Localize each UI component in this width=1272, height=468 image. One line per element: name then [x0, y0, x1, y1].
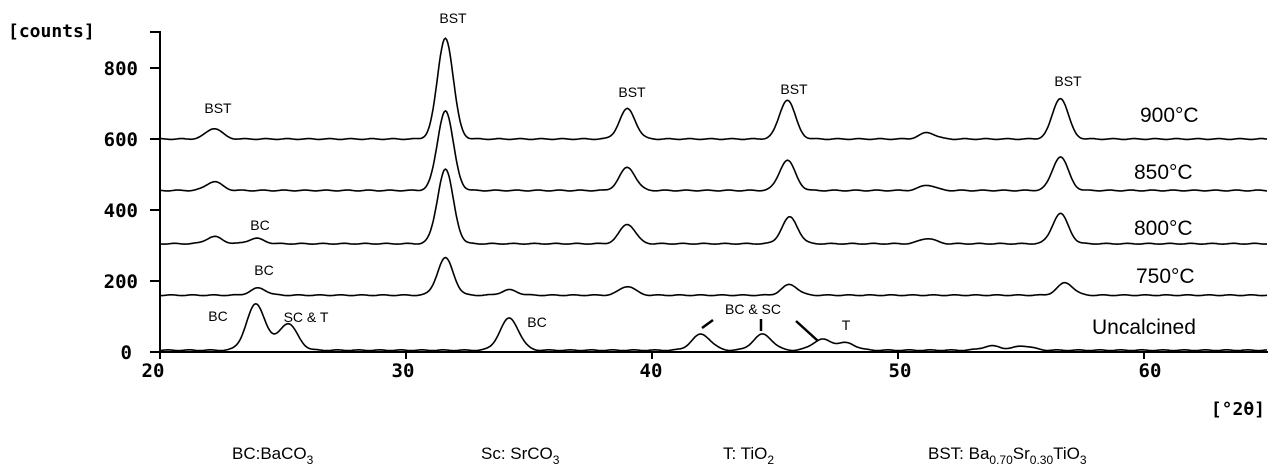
- x-axis-label: [°2θ]: [1211, 399, 1265, 420]
- y-axis-label: [counts]: [8, 21, 95, 42]
- annotation-bc: BC: [527, 314, 546, 330]
- y-tick-label: 400: [104, 200, 138, 222]
- annotation-bc-sc: BC & SC: [725, 301, 781, 317]
- y-tick-label: 0: [121, 342, 132, 364]
- annotation-sc-t: SC & T: [284, 309, 329, 325]
- series-label-uncalcined: Uncalcined: [1092, 316, 1196, 339]
- annotation-bst: BST: [204, 100, 232, 116]
- series-line-900c: [160, 37, 1268, 141]
- legend-t: T: TiO2: [723, 444, 774, 467]
- annotation-t: T: [842, 317, 851, 333]
- annotation-bst: BST: [618, 84, 646, 100]
- series-line-uncalcined: [159, 302, 1268, 352]
- x-tick-label: 50: [889, 360, 912, 382]
- annotation-bst: BST: [1054, 73, 1082, 89]
- series-curves: [159, 37, 1268, 352]
- legend-sc: Sc: SrCO3: [481, 444, 560, 467]
- y-tick-label: 800: [104, 58, 138, 80]
- x-tick-label: 60: [1139, 360, 1162, 382]
- annotation-pointer: [701, 318, 714, 330]
- y-tick-label: 200: [104, 271, 138, 293]
- legend-bc: BC:BaCO3: [232, 444, 314, 467]
- annotation-bst: BST: [780, 81, 808, 97]
- series-label-900: 900°C: [1140, 104, 1199, 127]
- x-tick-label: 30: [392, 360, 415, 382]
- series-line-750c: [160, 256, 1268, 297]
- series-label-800: 800°C: [1134, 217, 1193, 240]
- annotation-pointer: [795, 320, 819, 342]
- series-line-800c: [159, 168, 1267, 246]
- series-label-850: 850°C: [1134, 161, 1193, 184]
- legend-bst: BST: Ba0.70Sr0.30TiO3: [928, 444, 1087, 467]
- x-tick-label: 20: [142, 360, 165, 382]
- series-line-850c: [159, 109, 1268, 192]
- annotation-bc: BC: [250, 217, 269, 233]
- y-tick-label: 600: [104, 129, 138, 151]
- annotation-bc: BC: [254, 262, 273, 278]
- series-label-750: 750°C: [1136, 265, 1195, 288]
- annotation-bc: BC: [208, 308, 227, 324]
- x-tick-label: 40: [640, 360, 663, 382]
- annotation-bst: BST: [439, 10, 467, 26]
